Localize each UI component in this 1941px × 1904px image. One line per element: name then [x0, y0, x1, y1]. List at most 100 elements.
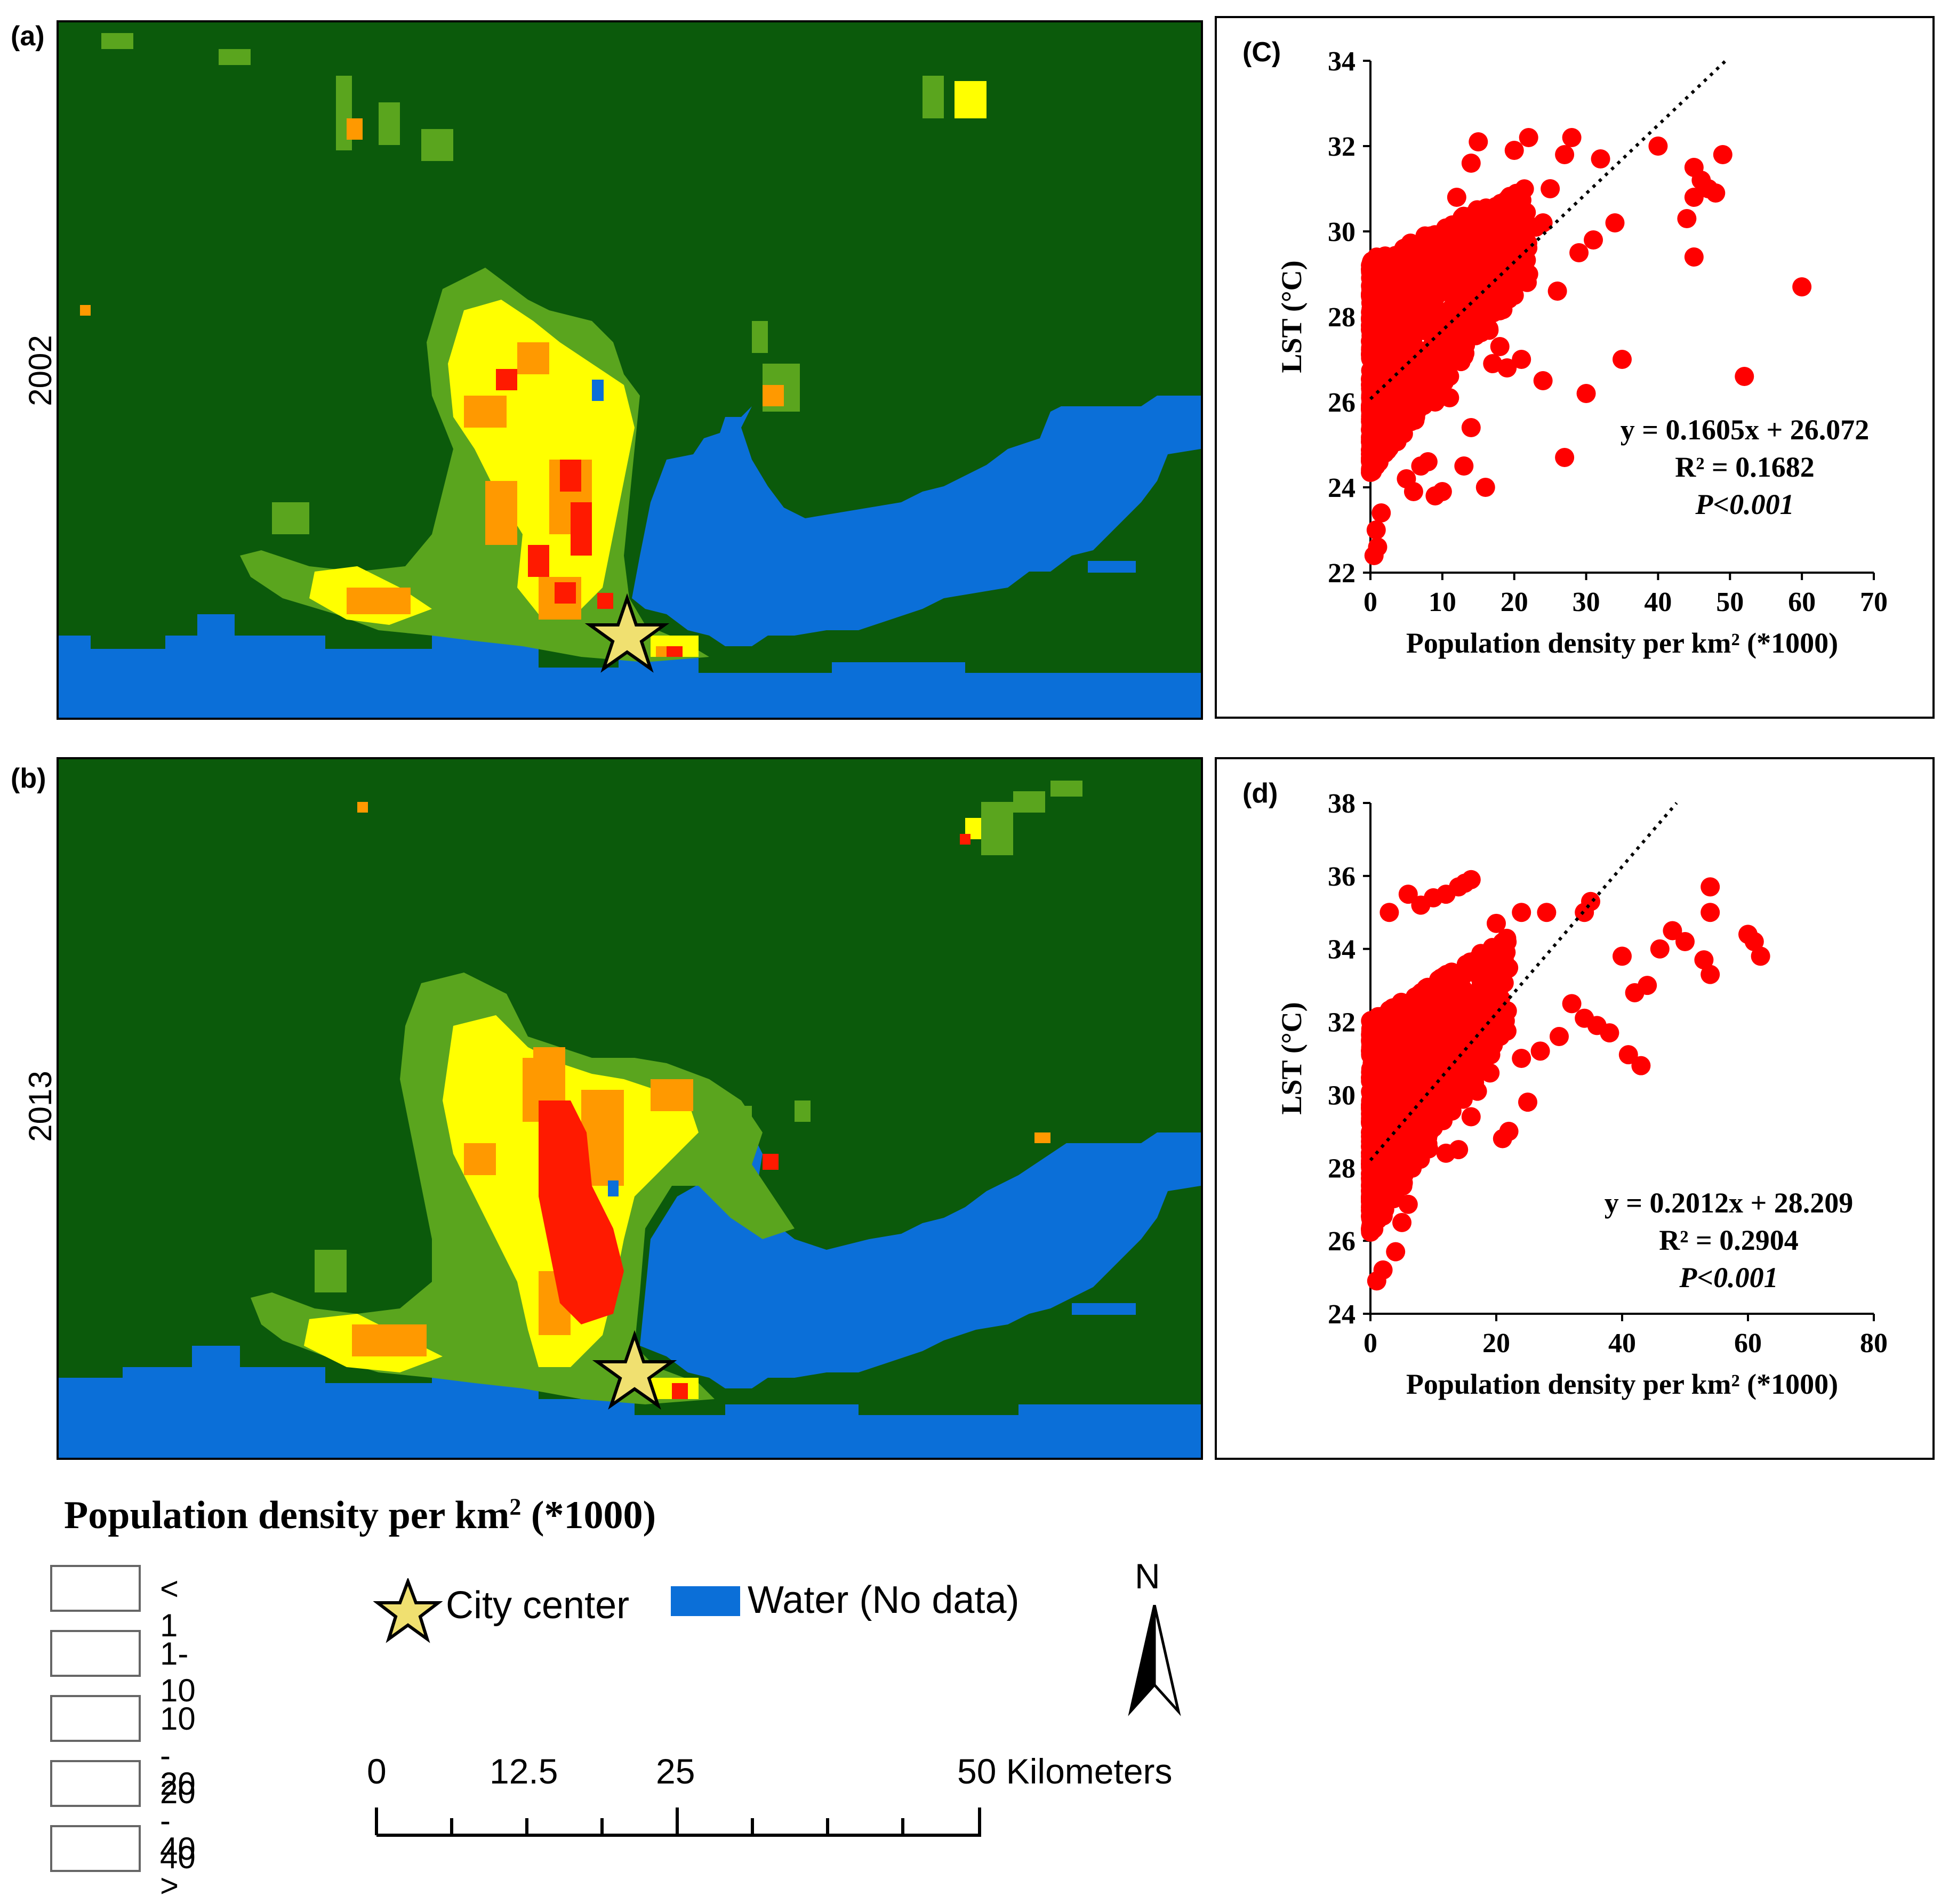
legend-label-gt40: 40 >	[160, 1831, 196, 1903]
y-tick-label: 34	[1328, 935, 1356, 965]
y-tick-label: 26	[1328, 1226, 1356, 1257]
x-tick-label: 20	[1501, 587, 1528, 617]
y-tick-label: 26	[1328, 388, 1356, 418]
water-pond-2013	[608, 1180, 619, 1196]
legend-title: Population density per km2 (*1000)	[64, 1493, 656, 1538]
scatter-point	[1447, 1040, 1466, 1060]
scatter-point	[1555, 145, 1575, 164]
equation-label: y = 0.1605x + 26.072	[1621, 414, 1870, 446]
scatter-point	[1436, 1143, 1456, 1163]
scatter-point	[1452, 1021, 1472, 1040]
map-2013-canvas	[59, 759, 1201, 1458]
scatter-point	[1377, 1159, 1397, 1179]
scatter-point	[1377, 1140, 1397, 1160]
scatter-point	[1605, 213, 1625, 232]
city-center-star-2013	[592, 1330, 677, 1410]
scatter-point	[1379, 903, 1399, 922]
scatter-point	[1416, 1059, 1435, 1079]
y-axis-label: LST (°C)	[1276, 1002, 1308, 1114]
scatter-point	[1613, 350, 1632, 369]
y-tick-label: 34	[1328, 46, 1356, 77]
scatter-point	[1584, 230, 1603, 250]
scatter-point	[1366, 429, 1386, 448]
population-map-2013	[57, 757, 1203, 1460]
map-2002-canvas	[59, 22, 1201, 718]
scatter-point	[1367, 1271, 1386, 1291]
scatter-point	[1497, 358, 1517, 377]
scatter-points	[1361, 128, 1812, 565]
scatter-chart-c: 22 24 26 28 30 32 34 0 10 20 30 40 50 60 70 Population …	[1276, 46, 1888, 659]
panel-label-b: (b)	[11, 763, 46, 794]
scatter-point	[1376, 1177, 1396, 1196]
scatter-point	[1366, 411, 1386, 431]
y-tick-label: 28	[1328, 1153, 1356, 1184]
scatter-point	[1445, 257, 1465, 277]
scatter-chart-d-frame: (d) 24 26 28 30 32 34 36 38 0 20 40 60 80 Population …	[1215, 757, 1935, 1460]
water-bay-2013	[640, 1132, 1201, 1388]
scatter-point	[1519, 128, 1538, 147]
scatter-point	[1398, 885, 1418, 904]
y-tick-label: 36	[1328, 862, 1356, 892]
scatter-point	[1361, 284, 1381, 304]
scatter-point	[1504, 286, 1524, 305]
scale-tick-50: 50 Kilometers	[957, 1752, 1173, 1791]
y-tick-label: 32	[1328, 1008, 1356, 1038]
scatter-point	[1475, 478, 1495, 497]
scatter-point	[1493, 1129, 1512, 1148]
legend-water-label: Water (No data)	[748, 1579, 1020, 1621]
scatter-point	[1744, 932, 1764, 952]
scatter-point	[1362, 304, 1382, 324]
scatter-point	[1364, 546, 1384, 565]
scatter-point	[1461, 154, 1481, 173]
scatter-point	[1415, 364, 1435, 383]
legend-label-10-20: 10 - 20	[160, 1701, 196, 1810]
scatter-point	[1427, 342, 1447, 361]
scatter-point	[1383, 1120, 1403, 1140]
scatter-point	[1454, 206, 1473, 226]
scatter-point	[1512, 1049, 1531, 1068]
scatter-point	[1386, 1242, 1406, 1262]
scatter-point	[1455, 964, 1474, 984]
water-sea-2002	[59, 614, 1201, 718]
x-tick-label: 10	[1429, 587, 1456, 617]
population-map-2002	[57, 20, 1203, 720]
scatter-point	[1625, 983, 1645, 1002]
scatter-point	[1491, 1007, 1511, 1027]
scatter-point	[1480, 1063, 1500, 1083]
y-tick-label: 30	[1328, 1080, 1356, 1111]
scatter-point	[1403, 382, 1423, 402]
scatter-point	[1487, 913, 1506, 933]
equation-label: y = 0.2012x + 28.209	[1605, 1187, 1854, 1219]
scale-tick-0: 0	[367, 1752, 387, 1791]
scatter-point	[1713, 145, 1733, 164]
scatter-point	[1374, 321, 1394, 341]
water-patch-2002	[1088, 561, 1136, 573]
legend-title-text: Population density per km	[64, 1493, 510, 1537]
scatter-point	[1569, 243, 1589, 262]
scatter-point	[1706, 183, 1726, 203]
p-value-label: P<0.001	[1679, 1262, 1778, 1294]
scatter-point	[1490, 337, 1510, 356]
x-tick-label: 70	[1860, 587, 1888, 617]
scatter-point	[1530, 1041, 1550, 1061]
scatter-point	[1684, 188, 1704, 207]
scatter-point	[1361, 1181, 1381, 1201]
panel-label-d: (d)	[1242, 778, 1278, 809]
scatter-point	[1675, 932, 1695, 952]
legend-label-20-40: 20 - 40	[160, 1766, 196, 1875]
scale-tick-25: 25	[656, 1752, 695, 1791]
x-tick-label: 20	[1482, 1328, 1510, 1359]
scatter-point	[1361, 1039, 1381, 1059]
scatter-point	[1576, 384, 1596, 403]
scatter-point	[1547, 282, 1567, 301]
urban-orange-2013	[352, 802, 1050, 1356]
x-tick-label: 80	[1860, 1328, 1888, 1359]
scatter-point	[1591, 149, 1610, 168]
y-tick-label: 22	[1328, 558, 1356, 589]
scatter-point	[1371, 503, 1391, 523]
scatter-point	[1701, 877, 1720, 897]
scatter-point	[1375, 444, 1394, 463]
legend-title-superscript: 2	[509, 1493, 522, 1520]
x-axis-label: Population density per km² (*1000)	[1406, 1368, 1838, 1400]
scatter-point	[1512, 350, 1531, 369]
